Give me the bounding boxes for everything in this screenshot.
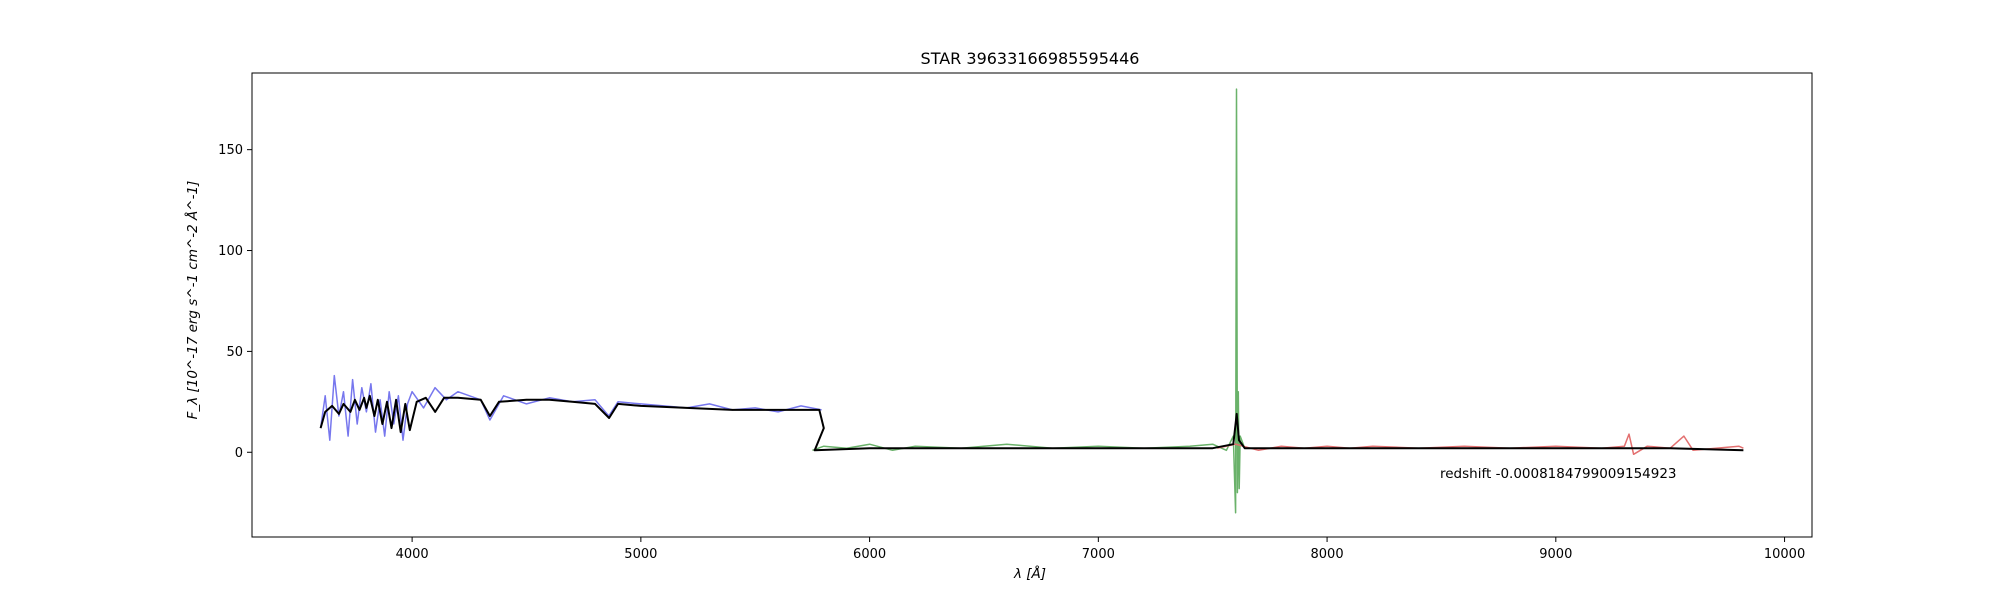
x-tick-label: 9000 bbox=[1539, 547, 1572, 562]
y-tick-label: 0 bbox=[235, 446, 243, 461]
y-tick-label: 150 bbox=[218, 143, 243, 158]
plot-frame bbox=[251, 72, 1813, 538]
x-axis: 4000 5000 6000 7000 8000 9000 10000 bbox=[396, 537, 1805, 562]
x-tick-label: 10000 bbox=[1764, 547, 1805, 562]
y-axis-label: F_λ [10^-17 erg s^-1 cm^-2 Å^-1] bbox=[184, 181, 201, 420]
plot-area bbox=[319, 88, 1744, 514]
x-tick-label: 8000 bbox=[1311, 547, 1344, 562]
x-tick-label: 7000 bbox=[1082, 547, 1115, 562]
x-axis-label: λ [Å] bbox=[1013, 565, 1046, 582]
series-line-4 bbox=[319, 394, 1744, 452]
x-tick-label: 5000 bbox=[624, 547, 657, 562]
y-axis: 0 50 100 150 bbox=[218, 143, 252, 461]
chart-title: STAR 39633166985595446 bbox=[921, 49, 1140, 68]
x-tick-label: 6000 bbox=[853, 547, 886, 562]
y-tick-label: 100 bbox=[218, 244, 243, 259]
redshift-annotation: redshift -0.0008184799009154923 bbox=[1440, 466, 1677, 482]
x-tick-label: 4000 bbox=[396, 547, 429, 562]
y-tick-label: 50 bbox=[226, 345, 243, 360]
